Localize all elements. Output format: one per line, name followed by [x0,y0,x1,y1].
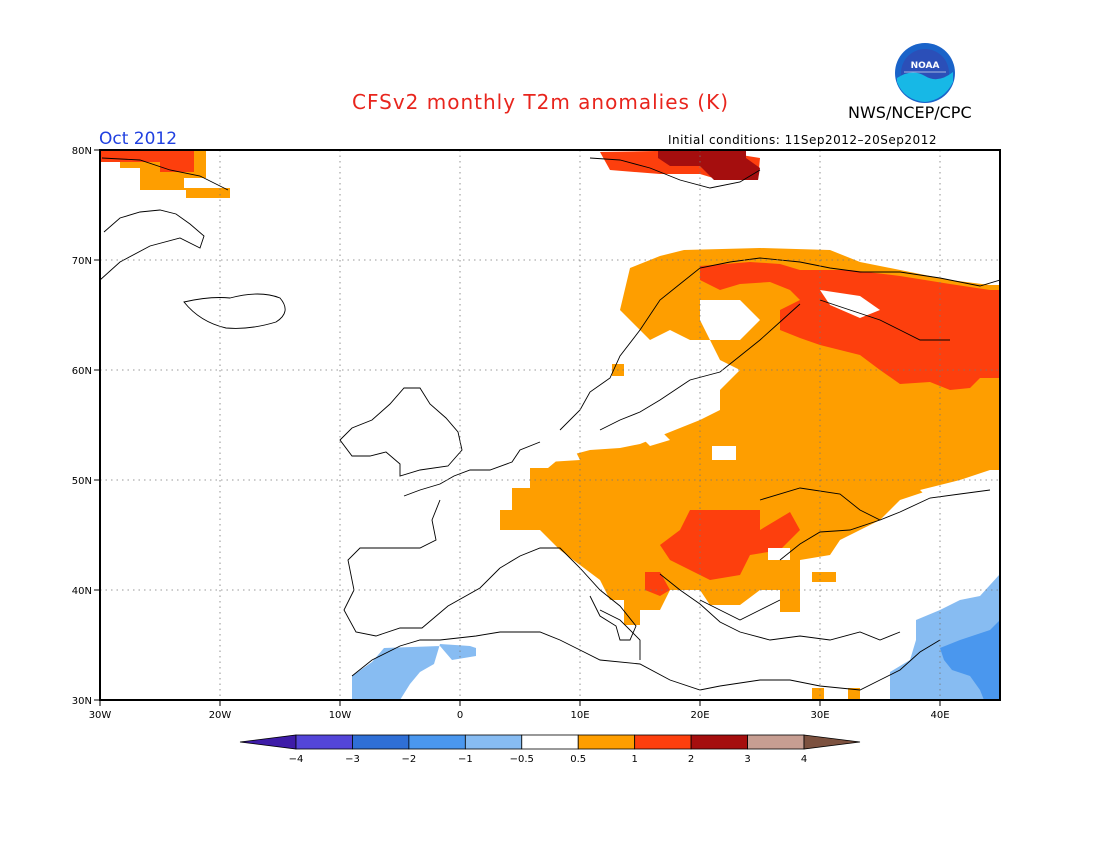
small-warm-patch [812,688,824,700]
colorbar-label: −4 [289,754,304,765]
noaa-logo-icon: NOAA [895,43,955,103]
initial-conditions: Initial conditions: 11Sep2012–20Sep2012 [668,133,937,147]
lon-label: 30E [810,710,829,721]
colorbar-swatch [690,734,748,750]
svg-text:NOAA: NOAA [911,61,940,71]
colorbar-label: 4 [801,754,807,765]
colorbar-label: −0.5 [510,754,534,765]
lon-label: 20W [209,710,232,721]
colorbar-swatch [521,734,579,750]
colorbar-swatch [577,734,636,750]
colorbar-label: −2 [402,754,417,765]
gridlines [100,150,1000,700]
lon-label: 20E [690,710,709,721]
colorbar-swatch [295,734,353,750]
colorbar-label: −1 [458,754,473,765]
lon-label: 10W [329,710,352,721]
colorbar-labels: −4 −3 −2 −1 −0.5 0.5 1 2 3 4 [289,754,808,765]
lat-label: 70N [72,256,92,267]
colorbar-label: 1 [631,754,637,765]
colorbar-swatch [634,734,692,750]
lat-label: 50N [72,476,92,487]
middle-east-moderate-cool-anomaly [940,620,1000,700]
colorbar-label: 2 [688,754,694,765]
north-africa-cool-anomaly [352,644,476,700]
colorbar-swatch [352,734,410,750]
colorbar [239,734,861,750]
lat-label: 30N [72,696,92,707]
colorbar-swatch [464,734,523,750]
lat-label: 80N [72,146,92,157]
agency-label: NWS/NCEP/CPC [848,103,972,122]
map-frame [99,149,1001,701]
balkans-strong-warm-anomaly [660,510,800,580]
anomaly-shading [100,150,1000,700]
colorbar-label: −3 [345,754,360,765]
lat-label: 40N [72,586,92,597]
lat-label: 60N [72,366,92,377]
colorbar-swatch [803,734,861,750]
colorbar-swatch [747,734,805,750]
lon-label: 10E [570,710,589,721]
small-warm-patch [848,688,860,700]
forecast-month: Oct 2012 [99,129,178,149]
russia-strong-warm-anomaly [700,262,1000,390]
coastlines [100,157,1000,691]
axis-ticks [94,149,941,706]
chart-title: CFSv2 monthly T2m anomalies (K) [352,90,729,114]
colorbar-label: 0.5 [570,754,586,765]
longitude-labels: 30W 20W 10W 0 10E 20E 30E 40E [89,710,950,721]
lon-label: 30W [89,710,112,721]
small-warm-patch [812,572,836,582]
lon-label: 0 [457,710,463,721]
colorbar-swatch [239,734,297,750]
svalbard-very-warm-anomaly [658,150,760,180]
lon-label: 40E [930,710,949,721]
colorbar-label: 3 [744,754,750,765]
colorbar-swatch [408,734,466,750]
latitude-labels: 80N 70N 60N 50N 40N 30N [72,146,92,707]
greenland-strong-warm-anomaly [100,150,194,172]
